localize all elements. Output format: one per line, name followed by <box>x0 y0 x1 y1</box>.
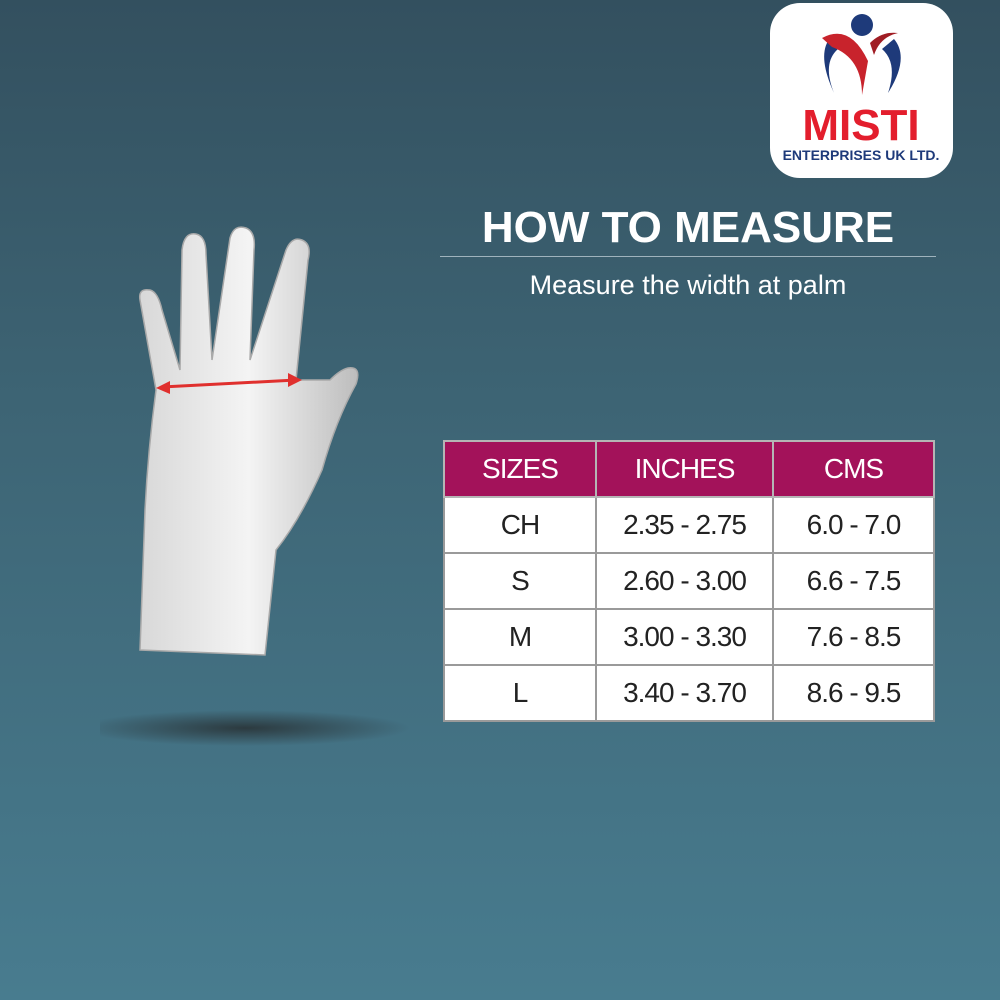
logo-figure-icon: MISTI ENTERPRISES UK LTD. <box>783 14 940 163</box>
size-cell: CH <box>443 496 597 554</box>
header-cms: CMS <box>772 440 935 498</box>
cms-cell: 7.6 - 8.5 <box>772 608 935 666</box>
hand-measure-icon <box>100 226 410 746</box>
table-row: CH 2.35 - 2.75 6.0 - 7.0 <box>443 496 935 554</box>
cms-cell: 6.0 - 7.0 <box>772 496 935 554</box>
inches-cell: 3.40 - 3.70 <box>595 664 774 722</box>
table-row: S 2.60 - 3.00 6.6 - 7.5 <box>443 552 935 610</box>
header-sizes: SIZES <box>443 440 597 498</box>
size-cell: L <box>443 664 597 722</box>
page-subtitle: Measure the width at palm <box>529 270 847 300</box>
logo-subtitle-text: ENTERPRISES UK LTD. <box>783 147 940 163</box>
header-inches: INCHES <box>595 440 774 498</box>
inches-cell: 2.60 - 3.00 <box>595 552 774 610</box>
inches-cell: 2.35 - 2.75 <box>595 496 774 554</box>
divider <box>440 256 936 257</box>
brand-logo: MISTI ENTERPRISES UK LTD. <box>770 3 953 178</box>
inches-cell: 3.00 - 3.30 <box>595 608 774 666</box>
hand-shadow <box>100 710 410 746</box>
cms-cell: 8.6 - 9.5 <box>772 664 935 722</box>
table-header-row: SIZES INCHES CMS <box>443 440 935 498</box>
logo-brand-text: MISTI <box>802 101 919 150</box>
page-title: HOW TO MEASURE <box>481 203 895 252</box>
measure-arrow <box>161 378 297 389</box>
size-chart-table: SIZES INCHES CMS CH 2.35 - 2.75 6.0 - 7.0 … <box>443 440 935 722</box>
size-cell: S <box>443 552 597 610</box>
table-row: L 3.40 - 3.70 8.6 - 9.5 <box>443 664 935 722</box>
size-cell: M <box>443 608 597 666</box>
cms-cell: 6.6 - 7.5 <box>772 552 935 610</box>
table-row: M 3.00 - 3.30 7.6 - 8.5 <box>443 608 935 666</box>
